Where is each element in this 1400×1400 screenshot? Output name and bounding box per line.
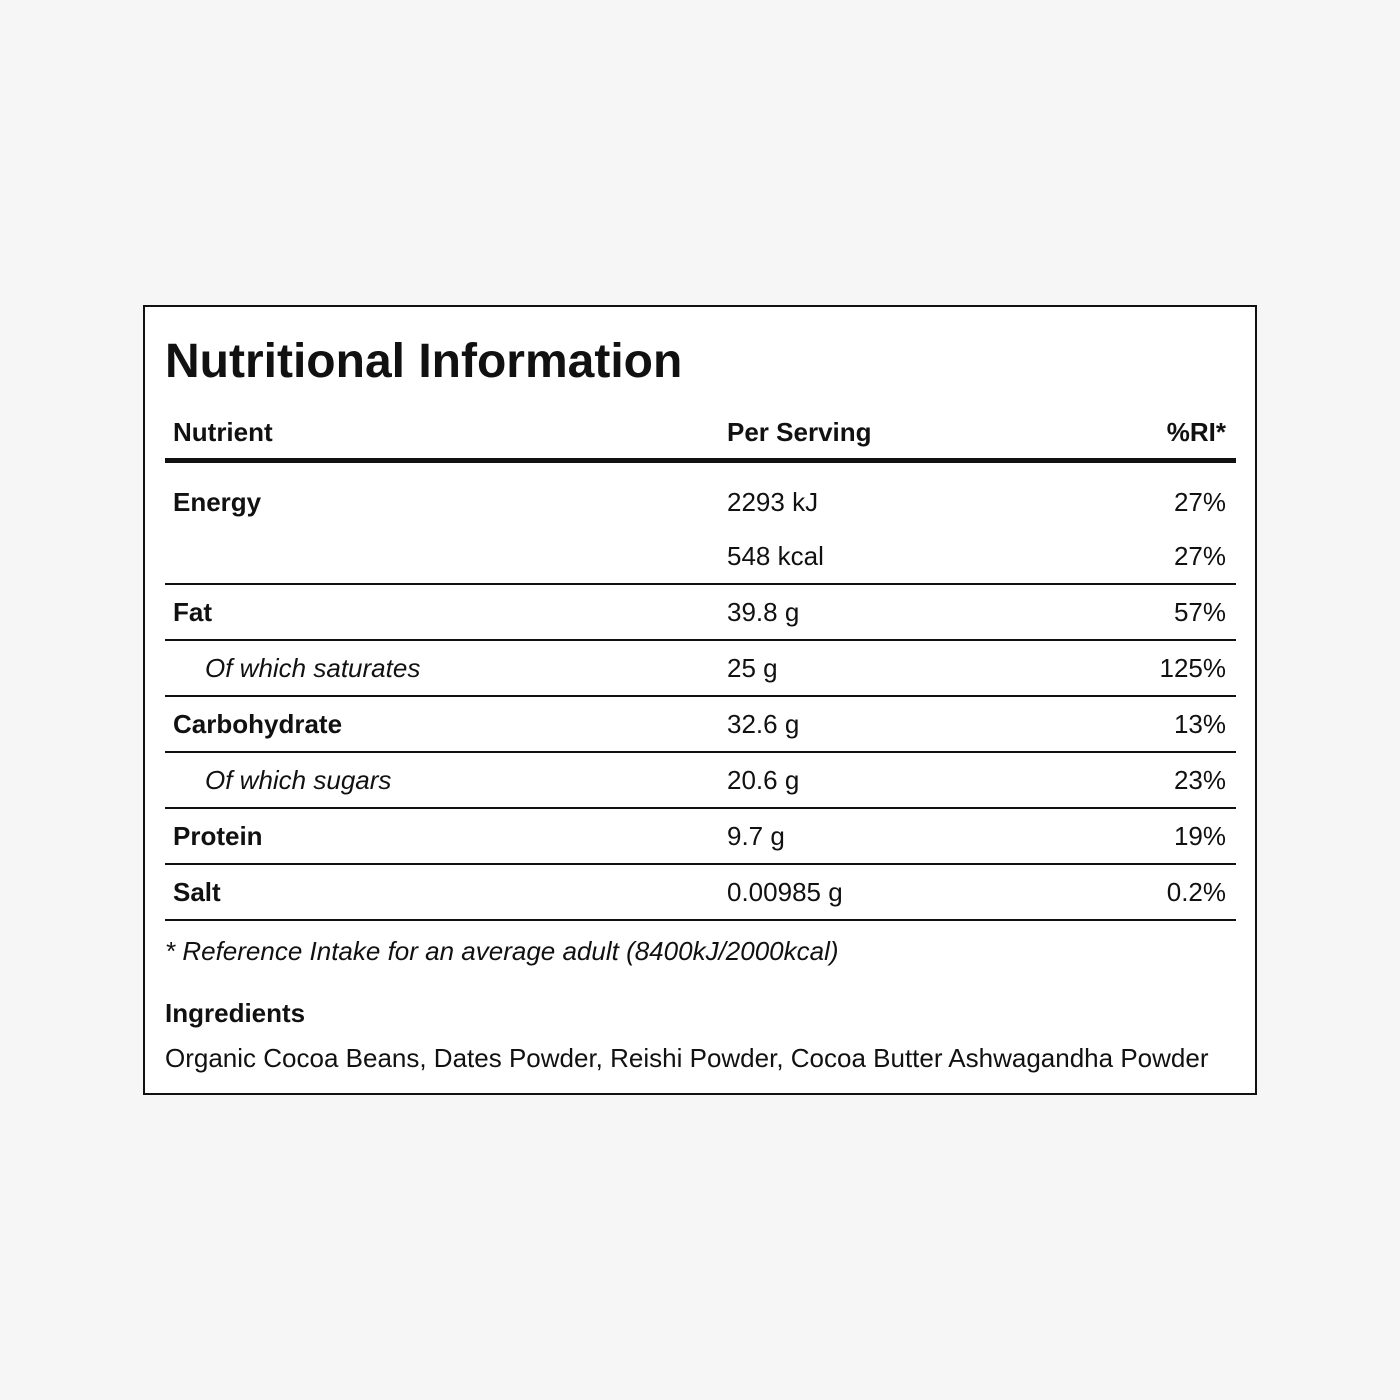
ri-percent: 19% xyxy=(1173,821,1226,851)
ri-percent: 57% xyxy=(1173,597,1226,627)
ingredients-text: Organic Cocoa Beans, Dates Powder, Reish… xyxy=(165,1043,1209,1073)
ri-percent: 0.2% xyxy=(1166,877,1226,907)
nutrient: Of which sugars xyxy=(205,765,392,795)
ri-percent: 13% xyxy=(1173,709,1226,739)
nutrient: Salt xyxy=(173,877,221,907)
header-ri: %RI* xyxy=(1166,417,1226,447)
per-serving: 25 g xyxy=(727,653,778,683)
ri-percent: 125% xyxy=(1159,653,1227,683)
per-serving: 2293 kJ xyxy=(727,487,819,517)
per-serving: 548 kcal xyxy=(727,541,824,571)
row-rule xyxy=(165,863,1236,865)
ri-percent: 27% xyxy=(1173,487,1226,517)
per-serving: 39.8 g xyxy=(727,597,800,627)
nutrient: Of which saturates xyxy=(205,653,421,683)
ri-percent: 27% xyxy=(1173,541,1226,571)
nutrient: Protein xyxy=(173,821,263,851)
nutrient: Carbohydrate xyxy=(173,709,343,739)
row-rule xyxy=(165,751,1236,753)
title: Nutritional Information xyxy=(165,335,683,388)
row-rule xyxy=(165,583,1236,585)
ingredients-heading: Ingredients xyxy=(165,998,306,1028)
row-rule xyxy=(165,695,1236,697)
header-rule xyxy=(165,458,1236,463)
row-rule xyxy=(165,639,1236,641)
per-serving: 9.7 g xyxy=(727,821,785,851)
nutrition-card xyxy=(143,305,1257,1095)
header-per-serving: Per Serving xyxy=(727,417,872,447)
row-rule xyxy=(165,807,1236,809)
per-serving: 32.6 g xyxy=(727,709,800,739)
row-rule xyxy=(165,919,1236,921)
per-serving: 0.00985 g xyxy=(727,877,843,907)
nutrient: Energy xyxy=(173,487,262,517)
nutrient: Fat xyxy=(173,597,212,627)
per-serving: 20.6 g xyxy=(727,765,800,795)
ri-percent: 23% xyxy=(1173,765,1226,795)
header-nutrient: Nutrient xyxy=(173,417,273,447)
footnote: * Reference Intake for an average adult … xyxy=(165,936,839,966)
